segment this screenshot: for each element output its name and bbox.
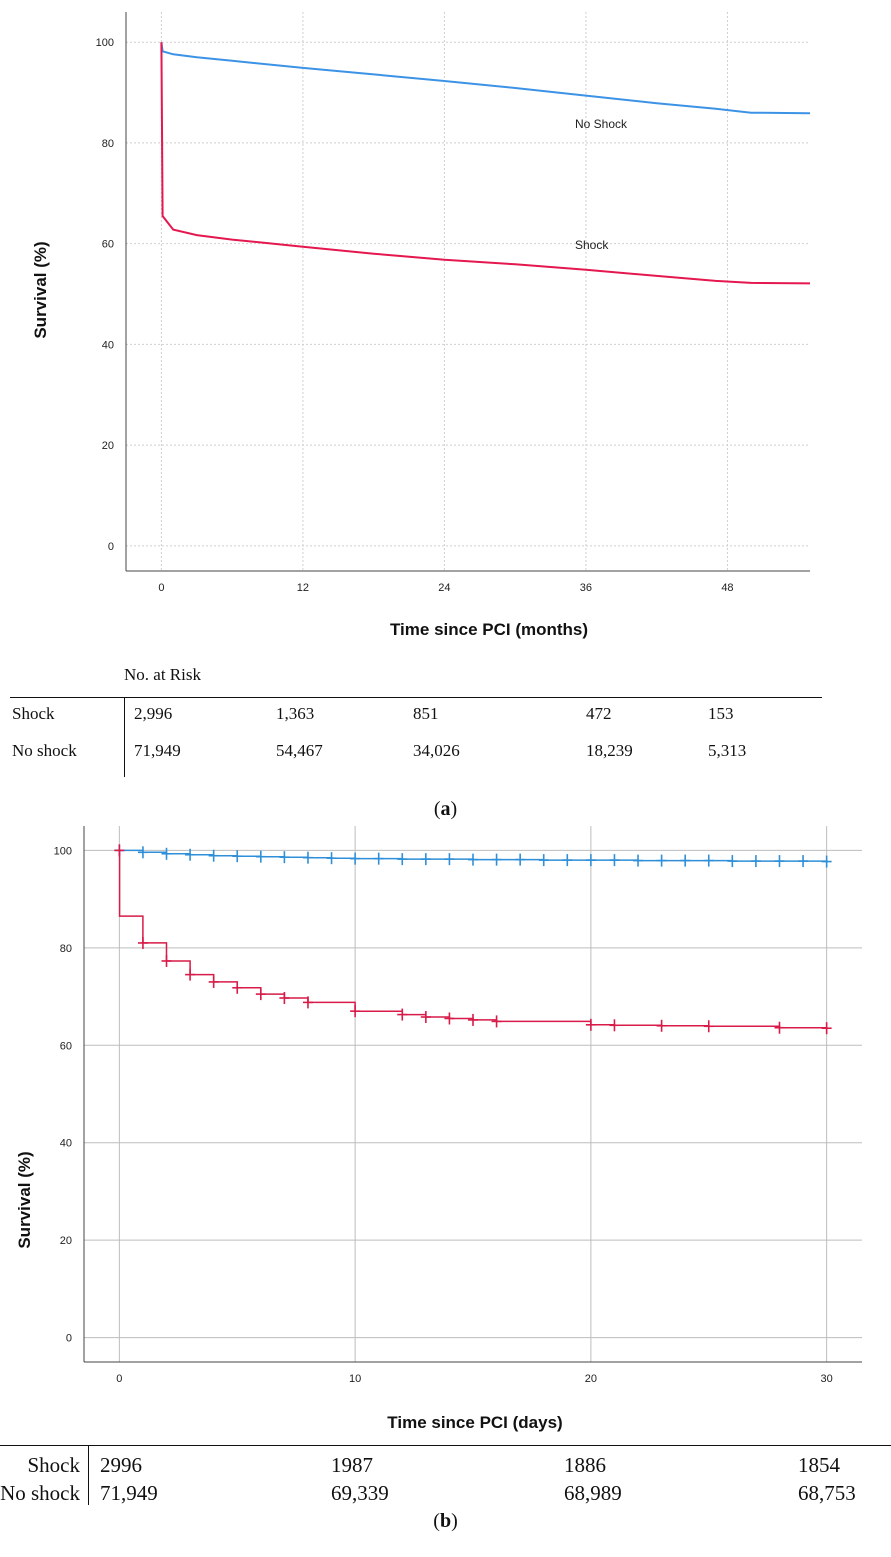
chart-a-lines [160,42,811,285]
chart-b-lines [114,844,832,1035]
risk-row-label-shock: Shock [12,704,55,723]
caption-b: (b) [433,1510,458,1532]
risk-cell: 71,949 [134,741,181,760]
risk-table-a-title: No. at Risk [124,665,201,684]
risk-b-cell: 68,989 [564,1481,622,1505]
series-label-shock: Shock [575,238,609,252]
x-tick-label: 20 [585,1373,597,1385]
risk-table-b-divider [88,1445,89,1505]
series-line-shock [160,42,811,285]
series-line-shock [118,849,828,1029]
caption-b-letter: b [439,1510,452,1532]
chart-a-ylabel: Survival (%) [31,241,50,338]
risk-b-cell: 1987 [331,1453,373,1477]
x-tick-label: 36 [580,582,592,594]
chart-a-grid [126,12,810,571]
risk-row-label-no-shock: No shock [12,741,77,760]
risk-b-row-label-no-shock: No shock [0,1481,80,1505]
chart-b-xlabel: Time since PCI (days) [387,1413,562,1432]
y-tick-label: 20 [60,1235,72,1247]
risk-table-a: No. at Risk Shock No shock 2,996 1,363 8… [0,655,891,790]
risk-b-row-label-shock: Shock [27,1453,81,1477]
chart-a-ticks: 0 20 40 60 80 100 0 12 24 36 48 [96,37,734,594]
y-tick-label: 60 [60,1040,72,1052]
chart-b-ticks: 0 20 40 60 80 100 0 10 20 30 [54,845,833,1385]
risk-table-a-divider [124,697,125,777]
chart-b: 0 20 40 60 80 100 0 10 20 30 Survival (%) Time si… [15,826,862,1432]
chart-a: 0 20 40 60 80 100 0 12 24 36 48 No Shock Shock Sur… [31,12,811,639]
y-tick-label: 80 [60,943,72,955]
series-label-no-shock: No Shock [575,117,628,131]
caption-a-letter: a [440,798,451,820]
chart-b-grid [84,826,862,1362]
risk-cell: 18,239 [586,741,633,760]
chart-b-axes [83,826,862,1363]
chart-b-ylabel: Survival (%) [15,1151,34,1248]
risk-b-cell: 69,339 [331,1481,389,1505]
risk-cell: 1,363 [276,704,315,723]
risk-cell: 851 [413,704,439,723]
risk-table-a-rule [10,697,822,698]
y-tick-label: 40 [102,339,114,351]
risk-cell: 2,996 [134,704,173,723]
series-line-no-shock [160,42,811,115]
caption-a: (a) [433,798,458,820]
risk-table-b: Shock No shock 2996 1987 1886 1854 71,94… [0,1445,891,1505]
risk-b-cell: 1886 [564,1453,606,1477]
x-tick-label: 10 [349,1373,361,1385]
risk-table-b-rule [0,1445,891,1446]
y-tick-label: 0 [66,1333,72,1345]
risk-b-cell: 71,949 [100,1481,158,1505]
risk-b-cell: 1854 [798,1453,840,1477]
risk-cell: 54,467 [276,741,323,760]
risk-b-cell: 68,753 [798,1481,856,1505]
risk-cell: 153 [708,704,734,723]
risk-cell: 472 [586,704,612,723]
y-tick-label: 60 [102,239,114,251]
y-tick-label: 80 [102,138,114,150]
chart-a-axes [125,12,810,572]
y-tick-label: 40 [60,1138,72,1150]
risk-cell: 34,026 [413,741,460,760]
y-tick-label: 0 [108,541,114,553]
risk-cell: 5,313 [708,741,747,760]
x-tick-label: 12 [297,582,309,594]
x-tick-label: 48 [721,582,733,594]
chart-a-xlabel: Time since PCI (months) [390,620,588,639]
x-tick-label: 0 [158,582,164,594]
y-tick-label: 20 [102,440,114,452]
x-tick-label: 30 [821,1373,833,1385]
x-tick-label: 24 [438,582,450,594]
x-tick-label: 0 [116,1373,122,1385]
y-tick-label: 100 [96,37,114,49]
y-tick-label: 100 [54,845,72,857]
risk-b-cell: 2996 [100,1453,142,1477]
